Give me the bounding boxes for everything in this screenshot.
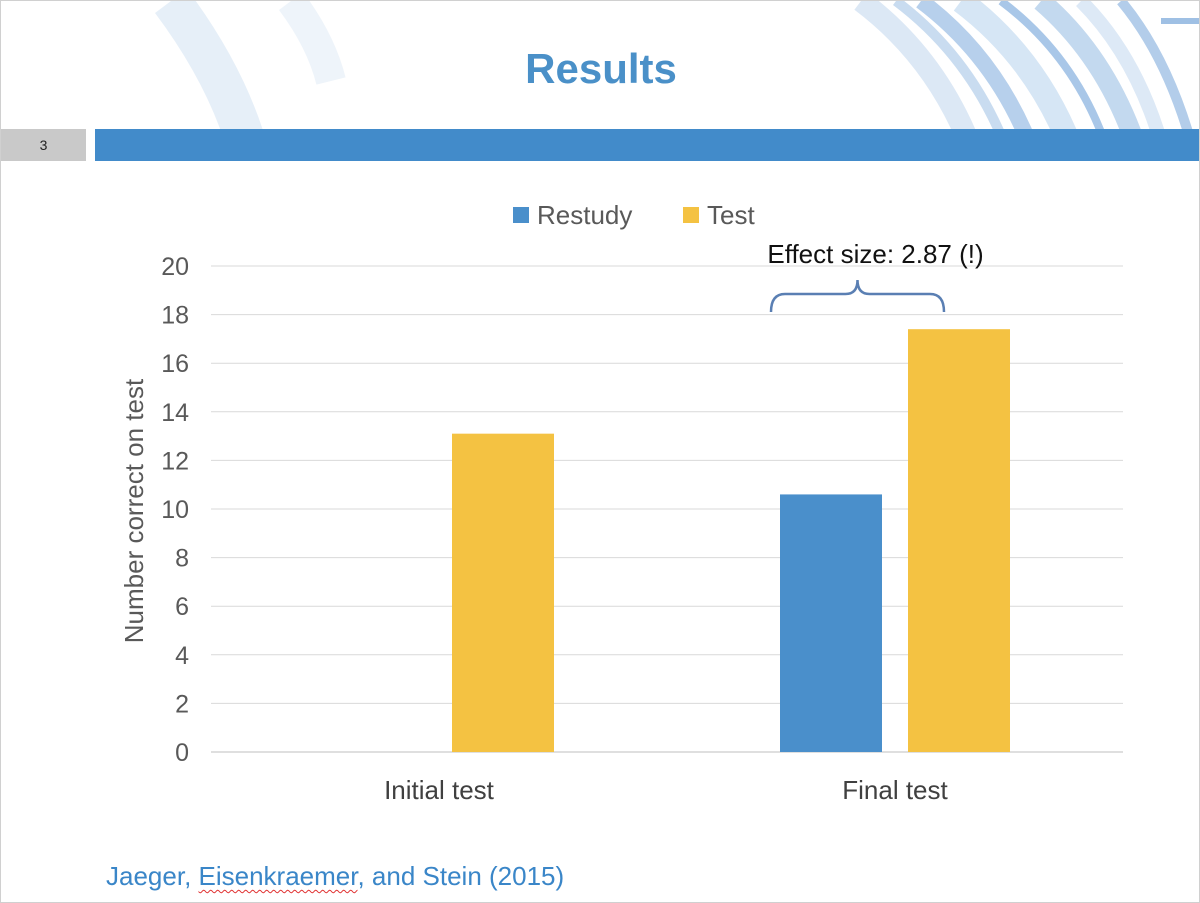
legend-swatch-test — [683, 207, 699, 223]
citation-author-misspelled: Eisenkraemer — [198, 861, 358, 891]
y-tick-label: 20 — [161, 253, 189, 281]
y-tick-label: 12 — [161, 447, 189, 475]
header-bar — [95, 129, 1199, 161]
citation-authors-2: , and Stein (2015) — [357, 861, 565, 891]
y-tick-label: 4 — [175, 642, 189, 670]
y-tick-label: 0 — [175, 739, 189, 767]
legend-label-restudy: Restudy — [537, 200, 632, 230]
legend-label-test: Test — [707, 200, 755, 230]
slide-title: Results — [525, 45, 677, 92]
y-axis-label: Number correct on test — [119, 378, 149, 643]
citation-authors-1: Jaeger, — [106, 861, 199, 891]
y-tick-label: 16 — [161, 350, 189, 378]
y-tick-label: 18 — [161, 302, 189, 330]
y-tick-label: 10 — [161, 496, 189, 524]
y-tick-label: 14 — [161, 399, 189, 427]
bar-test-final-test — [908, 329, 1010, 752]
y-tick-label: 2 — [175, 690, 189, 718]
slide-number-label: 3 — [39, 137, 48, 153]
citation[interactable]: Jaeger, Eisenkraemer, and Stein (2015) — [106, 861, 564, 892]
legend-swatch-restudy — [513, 207, 529, 223]
bar-restudy-final-test — [780, 494, 882, 752]
slide-number: 3 — [1, 129, 86, 161]
y-tick-label: 6 — [175, 593, 189, 621]
effect-size-annotation: Effect size: 2.87 (!) — [767, 239, 983, 269]
curly-brace-annotation — [769, 279, 946, 313]
x-tick-label: Final test — [842, 775, 948, 805]
x-tick-label: Initial test — [384, 775, 495, 805]
y-tick-label: 8 — [175, 545, 189, 573]
bar-test-initial-test — [452, 433, 554, 752]
